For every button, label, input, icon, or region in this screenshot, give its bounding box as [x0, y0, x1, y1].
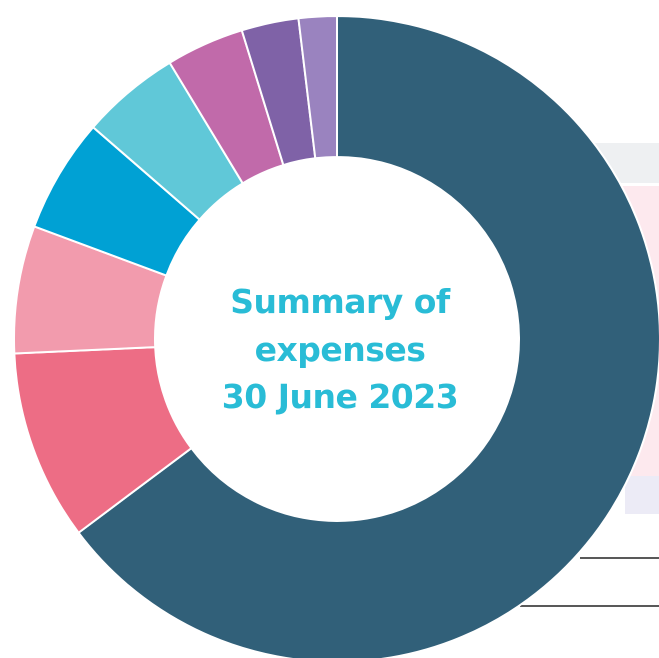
- donut-slice-1: [77, 14, 659, 658]
- title-line-3: 30 June 2023: [221, 377, 459, 417]
- title-line-1: Summary of: [230, 282, 450, 321]
- title-line-2: expenses: [254, 329, 426, 369]
- donut-slice-8: [297, 14, 338, 160]
- table-lavender-band: [625, 476, 659, 514]
- donut-center-title: Summary of expenses 30 June 2023: [175, 278, 505, 421]
